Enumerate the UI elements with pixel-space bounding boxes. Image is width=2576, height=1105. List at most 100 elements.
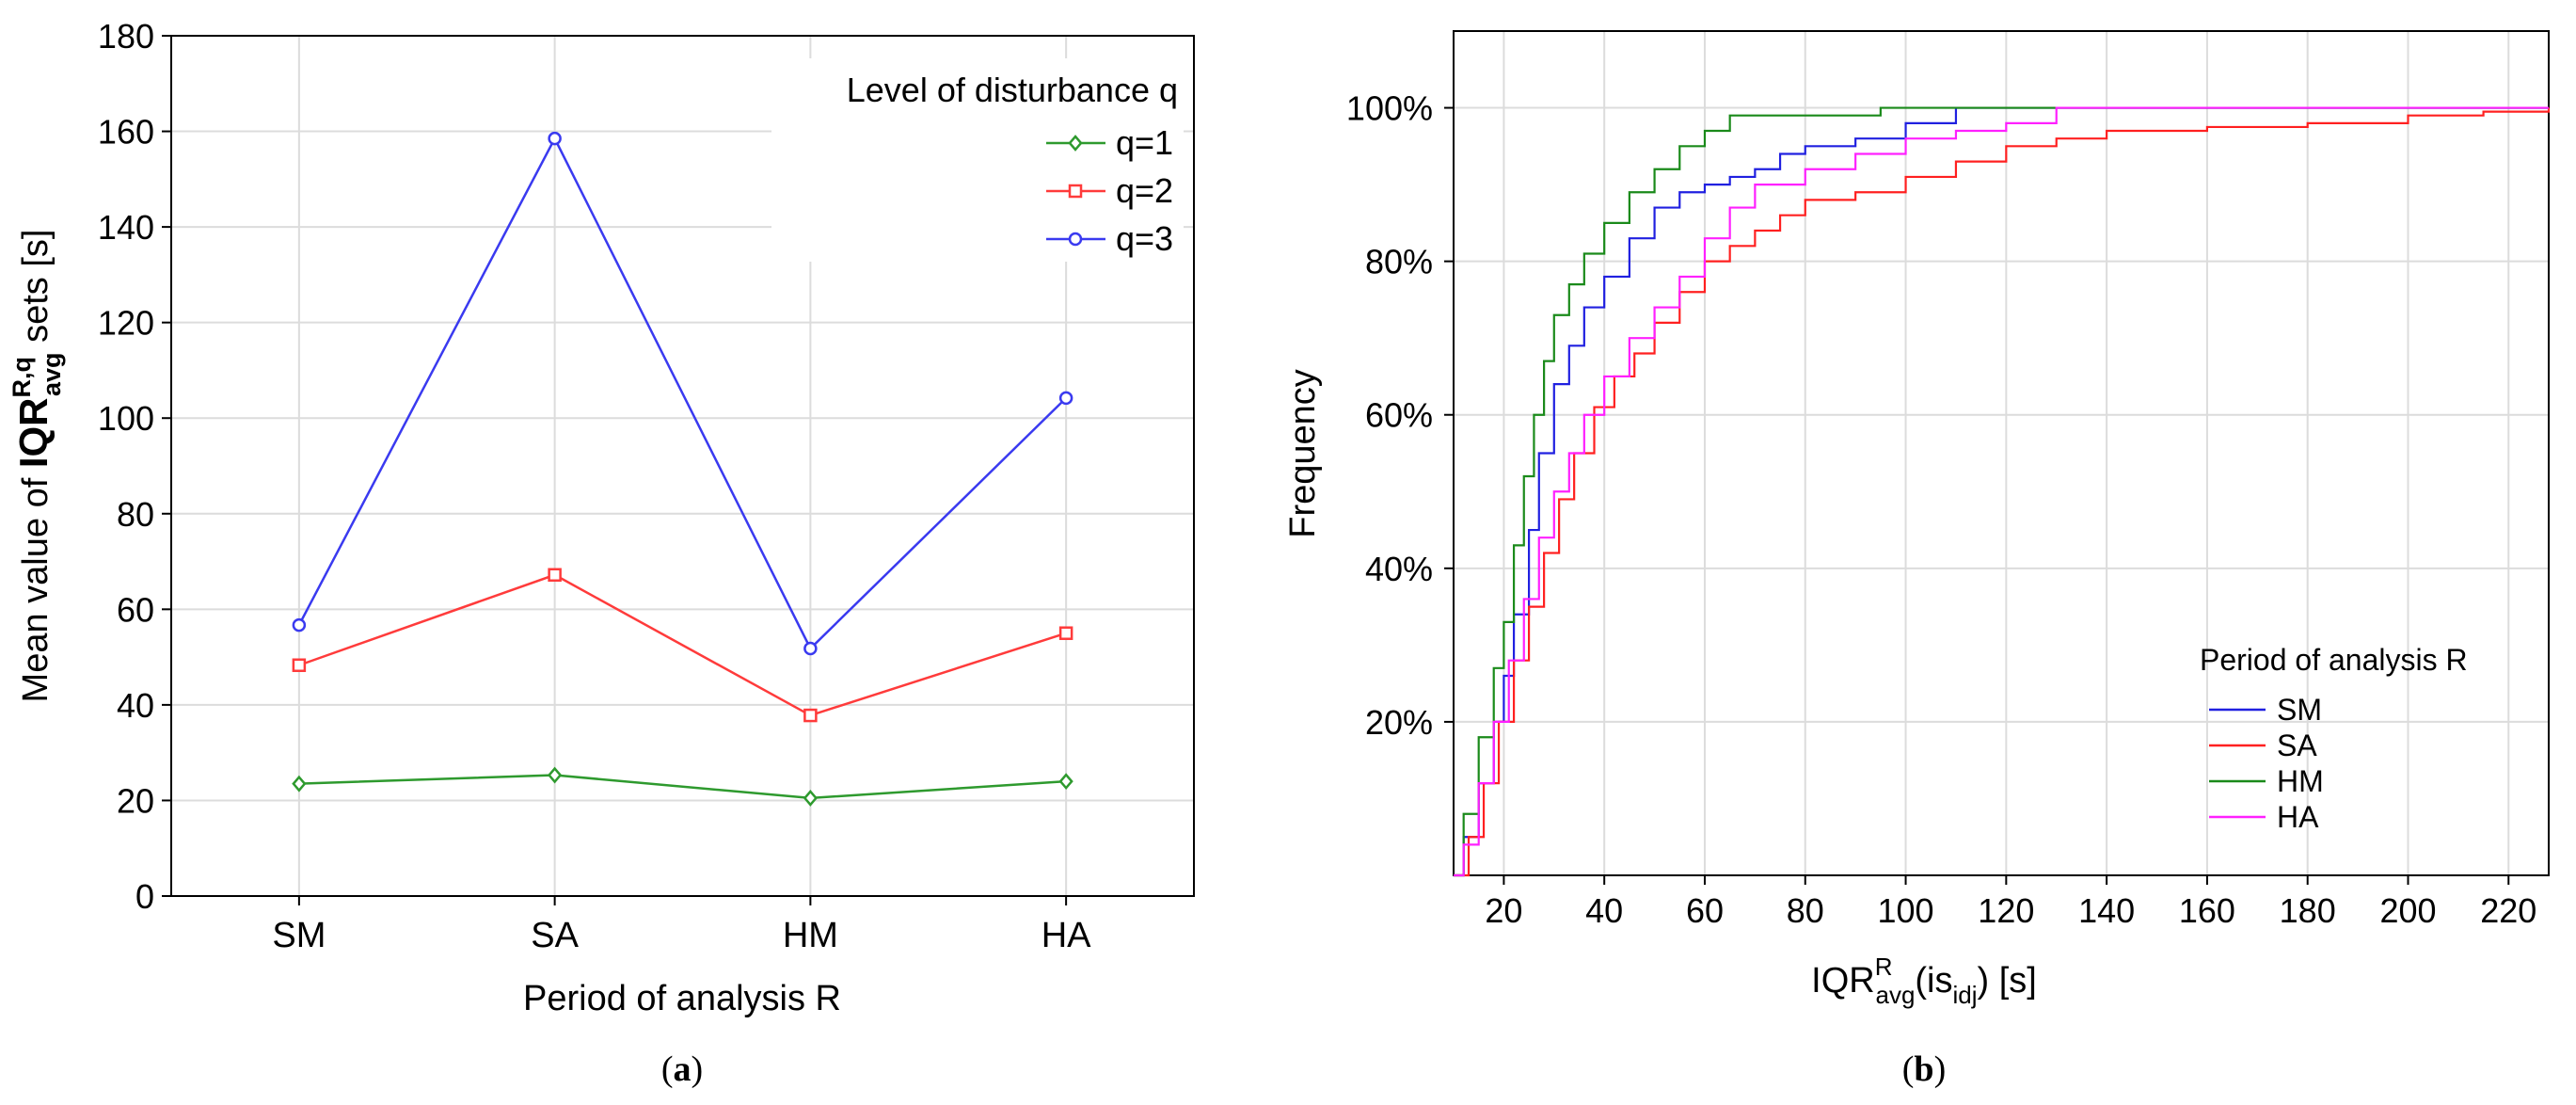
chart-a-legend-label: q=1 xyxy=(1116,123,1173,162)
chart-a-data-point xyxy=(803,641,818,656)
chart-a-y-tick-label: 0 xyxy=(135,877,154,916)
chart-a-legend-marker xyxy=(1068,184,1083,199)
chart-b-x-ticks: 20 40 60 80 100 120 140 160 180 200 220 xyxy=(1485,875,2536,930)
chart-a-data-point xyxy=(292,617,307,633)
chart-a-data-point xyxy=(1058,626,1073,640)
chart-a-series-3 xyxy=(292,131,1073,656)
chart-a-legend-items: q=1 q=2 q=3 xyxy=(1046,123,1173,258)
chart-b-x-tick-label: 180 xyxy=(2280,891,2336,930)
chart-a-legend: Level of disturbance q q=1 q=2 q=3 xyxy=(771,58,1184,262)
chart-a-data-point xyxy=(1058,773,1073,791)
chart-b-x-tick-label: 140 xyxy=(2078,891,2135,930)
ylabel-symbol: IQR xyxy=(11,398,56,469)
chart-a-x-tick-label: SA xyxy=(531,916,579,955)
xlabel-arg-pre: (is xyxy=(1915,961,1952,1001)
chart-a-legend-title: Level of disturbance q xyxy=(847,71,1178,109)
chart-a-series-line xyxy=(298,573,1067,717)
chart-a-x-axis-label: Period of analysis R xyxy=(523,979,841,1018)
ylabel-sub: avg xyxy=(38,352,66,396)
chart-b-x-tick-label: 120 xyxy=(1978,891,2034,930)
chart-a-y-tick-label: 180 xyxy=(98,17,154,56)
chart-a-y-tick-label: 20 xyxy=(117,781,154,820)
chart-b-legend-label: HA xyxy=(2277,800,2319,834)
chart-b-legend-label: SA xyxy=(2277,729,2317,762)
chart-b-x-axis-label: IQRR avg(isidj) [s] xyxy=(1811,953,2037,1009)
chart-a-y-tick-label: 160 xyxy=(98,113,154,152)
chart-a-legend-marker xyxy=(1068,232,1083,247)
chart-a-y-axis-label: Mean value of IQRR,qavg sets [s] xyxy=(8,230,66,703)
chart-b-x-tick-label: 80 xyxy=(1787,891,1824,930)
chart-a-data-point xyxy=(292,658,307,672)
xlabel-sub: avg xyxy=(1875,981,1915,1009)
chart-a-data-point xyxy=(803,708,818,723)
chart-b-y-tick-label: 20% xyxy=(1365,703,1433,742)
chart-b-series-sa xyxy=(1454,107,2551,877)
panel-b-label: (b) xyxy=(1902,1049,1946,1089)
chart-b-legend-title: Period of analysis R xyxy=(2200,643,2468,677)
chart-b-y-tick-label: 100% xyxy=(1346,89,1433,128)
chart-a: 0 20 40 60 80 100 120 140 160 180 SM SA HM HA Mean v… xyxy=(8,17,1195,1089)
chart-a-y-ticks: 0 20 40 60 80 100 120 140 160 180 xyxy=(98,17,171,916)
chart-a-series xyxy=(292,131,1073,807)
chart-a-legend-marker xyxy=(1068,135,1083,152)
chart-a-series-line xyxy=(298,774,1067,800)
chart-b-y-tick-label: 80% xyxy=(1365,243,1433,281)
chart-a-data-point xyxy=(547,766,563,784)
chart-a-legend-label: q=3 xyxy=(1116,219,1173,258)
ylabel-suffix: sets [s] xyxy=(16,230,56,353)
chart-b-x-tick-label: 200 xyxy=(2379,891,2436,930)
xlabel-suffix: ) [s] xyxy=(1978,961,2037,1001)
chart-b-y-axis-label: Frequency xyxy=(1283,369,1323,538)
chart-a-legend-box xyxy=(771,58,1184,262)
chart-a-data-point xyxy=(292,775,307,793)
chart-a-data-point xyxy=(548,568,562,583)
chart-a-x-ticks: SM SA HM HA xyxy=(272,896,1091,955)
panel-a-letter: a xyxy=(674,1049,692,1089)
chart-b-y-tick-label: 40% xyxy=(1365,550,1433,588)
xlabel-symbol: IQR xyxy=(1811,961,1875,1001)
chart-a-series-2 xyxy=(292,568,1073,723)
chart-a-x-tick-label: SM xyxy=(272,916,326,955)
xlabel-arg-sub: idj xyxy=(1953,981,1978,1009)
chart-b-series-hm xyxy=(1454,106,2549,877)
chart-b-x-tick-label: 40 xyxy=(1585,891,1623,930)
ylabel-sup: R,q xyxy=(8,357,36,398)
chart-a-x-tick-label: HA xyxy=(1042,916,1091,955)
chart-b-x-tick-label: 60 xyxy=(1686,891,1724,930)
chart-a-data-point xyxy=(1058,391,1073,406)
chart-b-series-ha xyxy=(1454,106,2549,877)
chart-b-frame xyxy=(1453,30,2550,876)
chart-b-series-sm xyxy=(1454,106,2549,877)
chart-a-data-point xyxy=(803,789,819,807)
ylabel-prefix: Mean value of xyxy=(16,468,56,702)
panel-b-letter: b xyxy=(1914,1049,1933,1089)
chart-b-x-tick-label: 160 xyxy=(2179,891,2235,930)
chart-b-x-tick-label: 100 xyxy=(1878,891,1934,930)
chart-a-series-1 xyxy=(292,766,1073,807)
chart-a-data-point xyxy=(548,131,562,146)
chart-a-y-tick-label: 80 xyxy=(117,495,154,534)
chart-b-legend-label: HM xyxy=(2277,764,2324,798)
chart-a-y-tick-label: 120 xyxy=(98,304,154,343)
chart-b-x-tick-label: 20 xyxy=(1485,891,1522,930)
chart-a-y-tick-label: 60 xyxy=(117,590,154,629)
chart-b: 20% 40% 60% 80% 100% 20 40 60 80 100 120 140 160 180… xyxy=(1283,30,2551,1089)
chart-a-y-tick-label: 40 xyxy=(117,686,154,725)
chart-b-grid xyxy=(1454,31,2549,875)
chart-a-series-line xyxy=(297,136,1067,651)
chart-b-legend-label: SM xyxy=(2277,693,2322,727)
chart-b-y-ticks: 20% 40% 60% 80% 100% xyxy=(1346,89,1454,742)
chart-b-series xyxy=(1454,106,2551,877)
chart-b-y-tick-label: 60% xyxy=(1365,396,1433,435)
chart-b-x-tick-label: 220 xyxy=(2480,891,2536,930)
chart-a-y-tick-label: 100 xyxy=(98,399,154,438)
chart-a-legend-label: q=2 xyxy=(1116,171,1173,210)
chart-a-y-tick-label: 140 xyxy=(98,208,154,247)
xlabel-sup: R xyxy=(1875,953,1893,981)
chart-a-x-tick-label: HM xyxy=(783,916,838,955)
chart-a-frame xyxy=(170,35,1195,897)
panel-a-label: (a) xyxy=(661,1049,703,1089)
